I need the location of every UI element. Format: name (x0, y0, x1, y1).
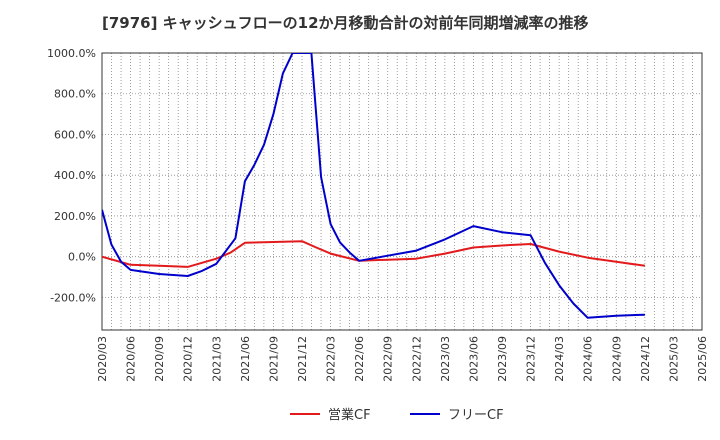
x-tick-label: 2023/09 (496, 336, 509, 382)
x-tick-label: 2022/03 (325, 336, 338, 382)
legend-label-1: 営業CF (328, 407, 371, 423)
grid (101, 52, 703, 330)
x-tick-label: 2020/03 (96, 336, 109, 382)
legend: 営業CF フリーCF (290, 407, 504, 423)
y-tick-label: 0.0% (68, 251, 96, 264)
x-tick-label: 2021/03 (210, 336, 223, 382)
y-tick-label: 400.0% (54, 169, 96, 182)
x-tick-label: 2022/12 (410, 336, 423, 382)
axes: 1000.0% 800.0% 600.0% 400.0% 200.0% 0.0% -200.… (47, 47, 709, 382)
x-tick-label: 2022/06 (353, 336, 366, 382)
y-tick-label: -200.0% (50, 291, 96, 304)
series-group (102, 53, 646, 319)
x-tick-label: 2020/06 (125, 336, 138, 382)
x-tick-label: 2021/09 (267, 336, 280, 382)
y-tick-label: 600.0% (54, 128, 96, 141)
chart-title: [7976] キャッシュフローの12か月移動合計の対前年同期増減率の推移 (102, 14, 589, 32)
series-line-2 (102, 53, 645, 319)
x-tick-label: 2020/09 (153, 336, 166, 382)
x-tick-label: 2021/12 (296, 336, 309, 382)
x-tick-label: 2021/06 (239, 336, 252, 382)
x-tick-label: 2023/03 (439, 336, 452, 382)
x-tick-label: 2025/03 (667, 336, 680, 382)
y-tick-label: 800.0% (54, 88, 96, 101)
x-tick-label: 2025/06 (696, 336, 709, 382)
plot-frame (101, 52, 703, 331)
x-tick-label: 2020/12 (182, 336, 195, 382)
x-tick-label: 2023/06 (467, 336, 480, 382)
x-tick-label: 2022/09 (382, 336, 395, 382)
y-tick-label: 1000.0% (47, 47, 96, 60)
x-tick-label: 2023/12 (525, 336, 538, 382)
x-tick-label: 2024/12 (639, 336, 652, 382)
x-tick-label: 2024/06 (582, 336, 595, 382)
x-tick-label: 2024/09 (610, 336, 623, 382)
y-tick-label: 200.0% (54, 210, 96, 223)
x-tick-label: 2024/03 (553, 336, 566, 382)
series-line-1 (102, 240, 646, 268)
legend-label-2: フリーCF (448, 408, 504, 423)
